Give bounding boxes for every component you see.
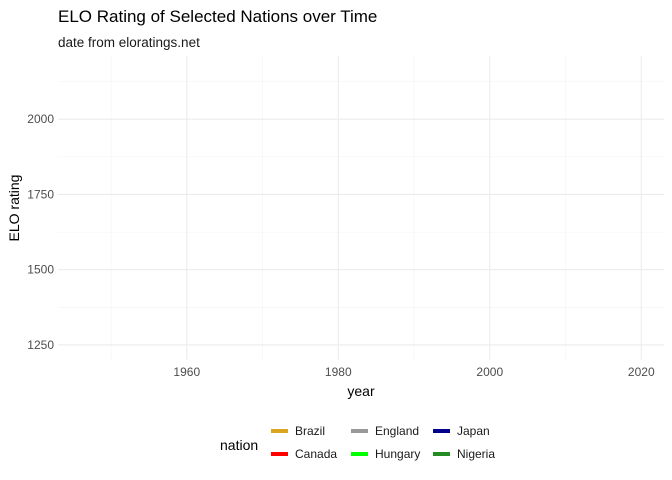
y-axis-tick-labels: 1250 1500 1750 2000	[27, 112, 54, 352]
legend-label-brazil: Brazil	[295, 424, 325, 438]
legend-label-hungary: Hungary	[375, 447, 420, 461]
legend-label-canada: Canada	[295, 447, 337, 461]
minor-gridlines	[58, 56, 664, 360]
legend-label-japan: Japan	[457, 424, 490, 438]
x-axis-title: year	[347, 383, 375, 399]
y-tick-label: 1500	[27, 263, 54, 277]
legend-label-nigeria: Nigeria	[457, 447, 495, 461]
legend-title: nation	[220, 437, 258, 453]
plot-panel	[58, 56, 664, 360]
x-tick-label: 2020	[628, 365, 655, 379]
chart-subtitle: date from eloratings.net	[58, 35, 200, 50]
legend-entries: Brazil Canada England Hungary Japan Nigeria	[271, 424, 495, 461]
legend-label-england: England	[375, 424, 419, 438]
y-tick-label: 1750	[27, 187, 54, 201]
y-tick-label: 1250	[27, 338, 54, 352]
chart-title: ELO Rating of Selected Nations over Time	[58, 7, 377, 26]
legend: nation Brazil Canada England Hungary Japan Ni…	[220, 424, 495, 461]
x-tick-label: 1980	[325, 365, 352, 379]
major-gridlines	[58, 56, 664, 360]
x-axis-tick-labels: 1960 1980 2000 2020	[173, 365, 655, 379]
y-tick-label: 2000	[27, 112, 54, 126]
x-tick-label: 1960	[173, 365, 200, 379]
x-tick-label: 2000	[476, 365, 503, 379]
y-axis-title: ELO rating	[6, 175, 22, 242]
